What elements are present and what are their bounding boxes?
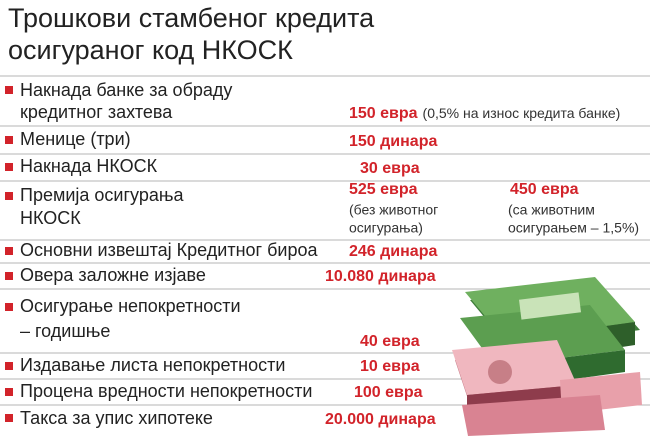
item-note: осигурањем – 1,5%) <box>508 220 639 236</box>
cost-list: Накнада банке за обраду кредитног захтев… <box>5 80 639 428</box>
item-cost: 10.080 динара <box>325 268 436 285</box>
item-cost: 525 евра <box>349 181 418 198</box>
item-label: Издавање листа непокретности <box>20 355 285 375</box>
money-illustration <box>452 277 642 436</box>
item-label: Основни извештај Кредитног бироа <box>20 240 318 260</box>
bullet <box>5 136 13 144</box>
item-label: кредитног захтева <box>20 102 173 122</box>
item-cost: 450 евра <box>510 181 579 198</box>
item-cost: 20.000 динара <box>325 411 436 428</box>
item-cost: 40 евра <box>360 333 420 350</box>
title-line: Трошкови стамбеног кредита <box>8 3 375 33</box>
item-label: Менице (три) <box>20 129 131 149</box>
item-note: (0,5% на износ кредита банке) <box>423 105 621 121</box>
item-cost-line: 150 евра (0,5% на износ кредита банке) <box>349 105 620 123</box>
item-label: Накнада НКОСК <box>20 156 158 176</box>
item-cost: 150 евра <box>349 105 418 122</box>
item-note: (са животним <box>508 202 595 218</box>
item-label: Такса за упис хипотеке <box>20 408 213 428</box>
item-label: Овера заложне изјаве <box>20 265 206 285</box>
item-label: Премија осигурања <box>20 185 184 205</box>
item-cost: 10 евра <box>360 358 420 375</box>
bullet <box>5 192 13 200</box>
title-line: осигураног код НКОСК <box>8 35 293 65</box>
item-cost: 246 динара <box>349 243 437 260</box>
item-note: осигурања) <box>349 220 423 236</box>
item-note: (без животног <box>349 202 438 218</box>
item-label: Осигурање непокретности <box>20 296 241 316</box>
item-label: – годишње <box>20 321 110 341</box>
item-cost: 100 евра <box>354 384 423 401</box>
bullet <box>5 303 13 311</box>
bullet <box>5 86 13 94</box>
bullet <box>5 163 13 171</box>
item-cost: 30 евра <box>360 160 420 177</box>
bullet <box>5 362 13 370</box>
item-label: Накнада банке за обраду <box>20 80 232 100</box>
bullet <box>5 247 13 255</box>
item-label: НКОСК <box>20 208 81 228</box>
item-label: Процена вредности непокретности <box>20 381 312 401</box>
bullet <box>5 272 13 280</box>
bullet <box>5 414 13 422</box>
item-cost: 150 динара <box>349 133 437 150</box>
bullet <box>5 388 13 396</box>
